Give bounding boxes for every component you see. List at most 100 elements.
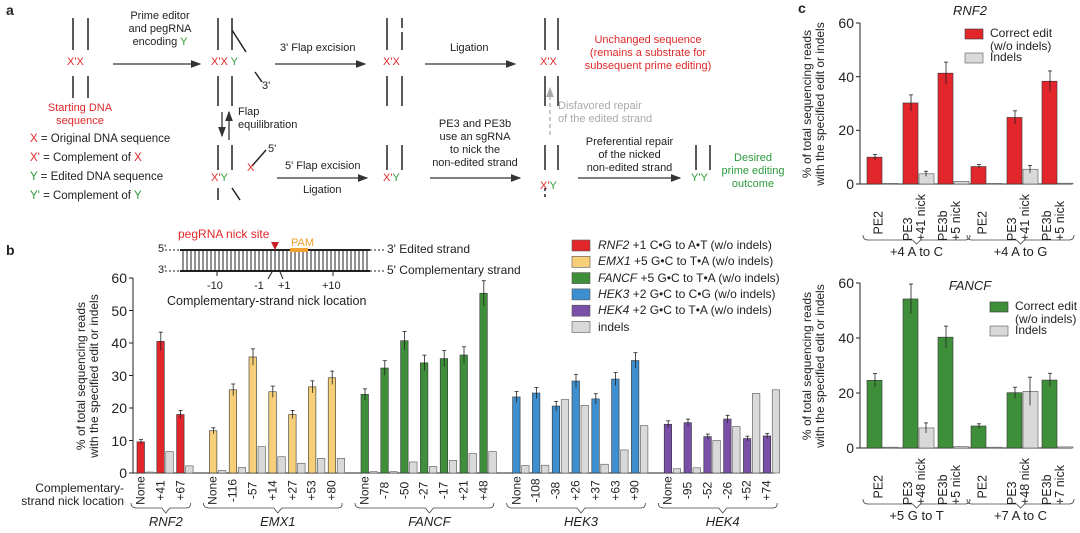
edit-bar [327,377,337,474]
x-tick-label: -95 [680,481,695,500]
x-tick-label: +67 [173,480,188,501]
indel-bar [1057,182,1074,185]
y-tick-label: 0 [846,440,854,456]
edit-bar [703,436,712,474]
edit-bar [360,394,369,474]
y-axis-label: % of total sequencing reads with the spe… [800,21,827,186]
five-prime-label: 5' [268,143,277,155]
edit-bar [1041,80,1058,185]
indel-bar [1057,446,1074,449]
indel-bar [488,451,497,474]
nick-site-label: pegRNA nick site [178,227,270,241]
group-brace [862,498,971,509]
indel-bar [297,462,306,474]
strand-letters: X'Y [540,180,557,192]
edit-bar [970,166,987,185]
edit-bar [308,386,317,474]
group-label: +7 A to C [993,508,1048,523]
indel-bar [771,389,781,474]
chart-title: RNF2 [953,3,987,18]
indel-bar [541,464,550,474]
indel-bar [185,465,194,474]
x-tick-label: +21 [456,480,471,501]
panel-a-label: a [6,2,14,18]
indel-bar [692,467,701,474]
indel-bar [580,405,589,474]
legend-entry: Y = Edited DNA sequence [30,171,164,183]
x-tick-label: -27 [416,481,431,500]
x-tick-label: +53 [304,480,319,501]
legend-swatch [571,304,591,317]
edit-bar [176,414,185,474]
y-tick-label: 40 [838,330,854,346]
starting-dna-label: Starting DNA sequence [47,102,113,127]
group-brace [354,502,495,514]
x-tick-label: -78 [377,481,392,500]
x-tick-label: PE3b +5 nick [936,465,963,505]
indel-bar [732,426,741,474]
group-brace [506,502,646,514]
x-tick-label: PE2 [871,210,886,235]
edit-bar [248,356,257,474]
edit-bar [136,441,145,474]
x-tick-label: -116 [225,478,240,503]
strand-letters: X'X [383,56,400,68]
edit-bar [459,354,468,474]
gene-label: HEK4 [705,514,740,529]
indel-bar [953,181,970,185]
indel-bar [1022,168,1039,185]
legend-entry: HEK3 +2 G•C to C•G (w/o indels) [598,286,776,301]
gene-label: RNF2 [148,514,183,529]
edit-bar [743,438,752,474]
edit-bar [611,378,620,474]
legend-entry: indels [598,319,630,334]
group-label: +4 A to G [993,244,1048,259]
y-tick-label: 60 [838,275,854,291]
edit-bar [1006,117,1023,185]
edit-bar [156,341,165,474]
y-tick-label: 50 [111,302,127,319]
indel-bar [918,427,935,449]
x-tick-label: -50 [397,481,412,500]
preferential-label: Preferential repair of the nicked non-ed… [585,136,674,174]
group-brace [657,502,778,514]
y-tick-label: 60 [838,15,854,31]
x-tick-label: +90 [627,480,642,501]
x-tick-label: None [205,476,220,505]
strand-letters: X'Y [211,172,228,184]
x-tick-label: PE3b +5 nick [1040,201,1067,241]
nick-site-marker [271,242,279,250]
legend-swatch [989,301,1009,313]
edit-bar [551,405,561,474]
legend-swatch [571,255,591,268]
y-tick-label: 20 [838,385,854,401]
tick-label: -1 [254,280,264,292]
edit-bar [209,430,218,474]
indel-bar [145,471,154,474]
y-tick-label: 30 [111,367,127,384]
indel-bar [317,458,326,474]
ligation-label: Ligation [450,42,489,54]
legend-swatch [571,321,591,333]
x-tick-label: +63 [608,480,623,501]
indel-bar [448,460,458,474]
flap-x: X [247,162,255,174]
legend-entry: Indels [990,50,1023,64]
edit-bar [532,392,541,474]
legend-entry: Y' = Complement of Y [30,190,142,202]
y-tick-label: 40 [111,335,127,351]
legend-entry: Indels [1015,323,1048,337]
legend-entry: X = Original DNA sequence [30,133,171,145]
x-tick-label: +80 [324,480,339,501]
indel-bar [468,453,477,474]
gene-label: HEK3 [564,514,598,529]
disfavored-label: Disfavored repair of the edited strand [558,100,653,125]
unchanged-label: Unchanged sequence (remains a substrate … [584,34,712,72]
edit-bar [631,360,640,474]
edit-bar [439,358,449,474]
x-tick-label: PE2 [975,474,990,499]
edit-bar [479,292,488,474]
edited-strand-label: 3' Edited strand [387,242,471,256]
